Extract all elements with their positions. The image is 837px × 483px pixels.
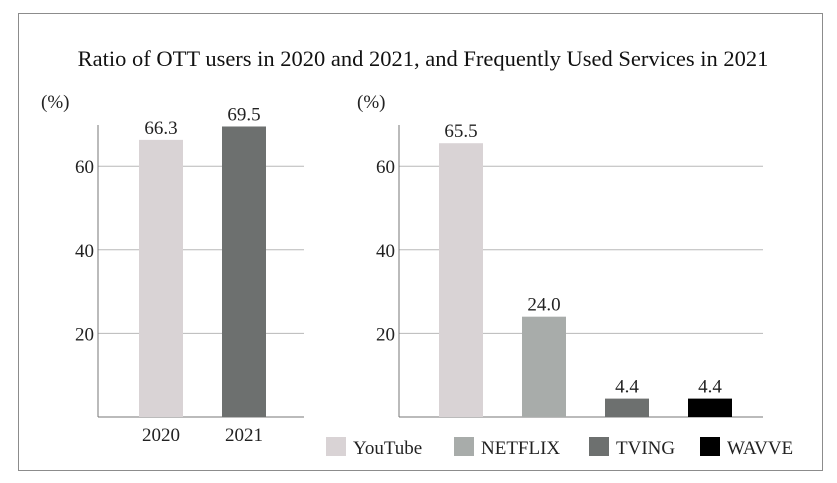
legend-swatch-netflix <box>454 437 474 456</box>
right-bar-youtube <box>439 143 483 417</box>
left-value-label: 66.3 <box>144 118 177 139</box>
left-value-label: 69.5 <box>227 104 260 125</box>
legend-label-wavve: WAVVE <box>727 438 793 459</box>
legend-swatch-wavve <box>700 437 720 456</box>
left-y-tick-label: 40 <box>75 241 94 262</box>
right-bar-netflix <box>522 316 566 417</box>
chart-frame <box>18 13 823 471</box>
left-bar-2021 <box>222 126 266 418</box>
left-y-unit: (%) <box>41 92 69 113</box>
right-value-label: 4.4 <box>615 377 639 398</box>
right-value-label: 24.0 <box>527 295 560 316</box>
right-y-unit: (%) <box>357 92 385 113</box>
left-y-tick-label: 60 <box>75 157 94 178</box>
right-value-label: 65.5 <box>444 121 477 142</box>
right-y-tick-label: 20 <box>376 324 395 345</box>
left-bar-2020 <box>139 139 183 417</box>
left-x-tick-label: 2020 <box>142 425 180 446</box>
legend-label-netflix: NETFLIX <box>481 438 560 459</box>
right-bar-tving <box>605 398 649 417</box>
right-bar-wavve <box>688 398 732 417</box>
right-y-tick-label: 60 <box>376 157 395 178</box>
legend-swatch-youtube <box>326 437 346 456</box>
chart-title: Ratio of OTT users in 2020 and 2021, and… <box>78 46 769 71</box>
right-chart: (%) 20 40 60 65.5 24.0 4.4 4.4 <box>357 92 763 418</box>
legend: YouTube NETFLIX TVING WAVVE <box>326 437 793 459</box>
legend-label-youtube: YouTube <box>353 438 422 459</box>
left-chart: (%) 20 40 60 66.3 2020 69.5 2021 <box>41 92 304 446</box>
left-x-tick-label: 2021 <box>225 425 263 446</box>
legend-label-tving: TVING <box>616 438 675 459</box>
right-y-tick-label: 40 <box>376 241 395 262</box>
left-y-tick-label: 20 <box>75 324 94 345</box>
right-value-label: 4.4 <box>698 377 722 398</box>
legend-swatch-tving <box>589 437 609 456</box>
